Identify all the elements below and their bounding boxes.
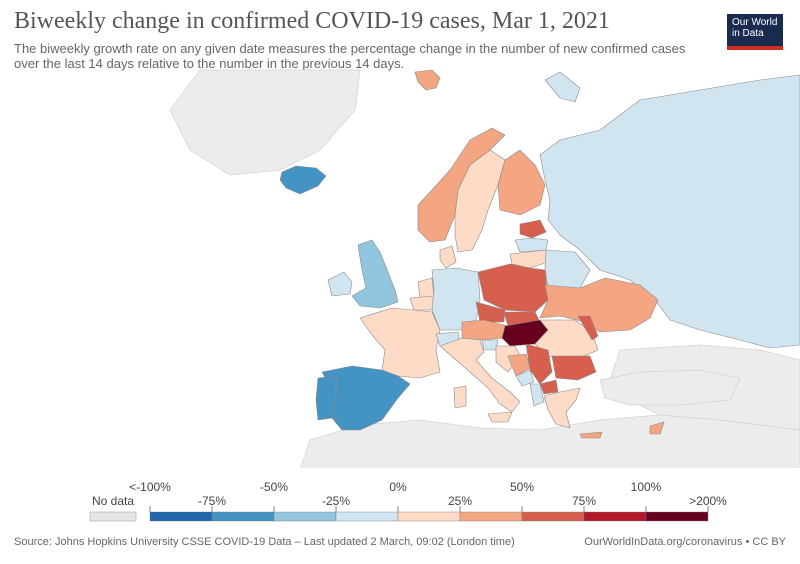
map-region-france[interactable] xyxy=(359,307,441,379)
legend-swatch-7 xyxy=(583,511,647,522)
map-legend: No data<-100% -75% -50% -25% 0% 25% 50% 75% 100%… xyxy=(89,480,727,522)
map-region-montenegro[interactable] xyxy=(515,369,535,387)
map-region-sardinia[interactable] xyxy=(453,385,467,409)
map-region-ukraine[interactable] xyxy=(539,277,659,333)
legend-threshold-label-2: -50% xyxy=(260,480,288,494)
legend-threshold-label-5: 25% xyxy=(448,494,472,508)
legend-swatch-4 xyxy=(397,511,461,522)
map-region-estonia[interactable] xyxy=(519,219,547,239)
legend-threshold-label-4: 0% xyxy=(389,480,407,494)
map-region-latvia[interactable] xyxy=(514,237,549,253)
legend-no-data-label: No data xyxy=(92,494,134,508)
map-region-greece[interactable] xyxy=(543,387,581,429)
map-region-iceland[interactable] xyxy=(279,165,327,195)
legend-threshold-label-8: 100% xyxy=(631,480,662,494)
map-region-slovenia[interactable] xyxy=(481,339,499,351)
legend-threshold-label-1: -75% xyxy=(198,494,226,508)
map-region-czechia[interactable] xyxy=(475,301,506,323)
map-region-portugal[interactable] xyxy=(315,375,337,421)
map-region-crete[interactable] xyxy=(579,431,603,439)
chart-title: Biweekly change in confirmed COVID-19 ca… xyxy=(14,8,610,34)
map-region-serbia[interactable] xyxy=(525,343,553,385)
chart-subtitle: The biweekly growth rate on any given da… xyxy=(14,41,686,71)
map-region-ireland[interactable] xyxy=(327,271,353,297)
map-region-moldova[interactable] xyxy=(577,315,599,341)
map-region-sweden[interactable] xyxy=(454,149,506,253)
map-region-bulgaria[interactable] xyxy=(551,355,597,381)
legend-swatch-6 xyxy=(521,511,585,522)
map-region-sicily[interactable] xyxy=(487,411,513,423)
map-region-finland[interactable] xyxy=(497,149,546,216)
map-region-cyprus[interactable] xyxy=(649,421,665,435)
legend-swatch-2 xyxy=(273,511,337,522)
map-region-belarus[interactable] xyxy=(544,249,591,289)
legend-threshold-label-3: -25% xyxy=(322,494,350,508)
owid-logo[interactable]: Our World in Data xyxy=(727,14,783,50)
source-note: Source: Johns Hopkins University CSSE CO… xyxy=(14,536,515,548)
map-region-russia[interactable] xyxy=(539,74,800,349)
legend-threshold-label-9: >200% xyxy=(689,494,727,508)
owid-link[interactable]: OurWorldInData.org/coronavirus • CC BY xyxy=(584,536,786,548)
map-region-united-kingdom[interactable] xyxy=(351,239,399,309)
logo-line-1: Our World xyxy=(732,17,778,28)
logo-line-2: in Data xyxy=(732,28,764,39)
map-region-novaya-zemlya[interactable] xyxy=(544,71,581,103)
map-region-svalbard[interactable] xyxy=(414,69,441,91)
map-region-germany[interactable] xyxy=(431,267,481,331)
legend-swatch-8 xyxy=(645,511,709,522)
greenland-region xyxy=(169,69,361,176)
map-region-netherlands[interactable] xyxy=(417,277,435,299)
north-africa-region xyxy=(300,414,800,468)
legend-swatch-1 xyxy=(211,511,275,522)
map-region-belgium[interactable] xyxy=(409,295,435,311)
legend-swatch-0 xyxy=(149,511,213,522)
turkey-region xyxy=(599,369,741,406)
map-region-north-macedonia[interactable] xyxy=(539,379,559,395)
map-region-italy[interactable] xyxy=(439,337,521,413)
map-region-albania[interactable] xyxy=(529,383,545,407)
map-region-austria[interactable] xyxy=(461,319,509,341)
map-region-poland[interactable] xyxy=(477,263,549,313)
legend-threshold-label-7: 75% xyxy=(572,494,596,508)
legend-threshold-label-0: <-100% xyxy=(129,480,171,494)
europe-map[interactable] xyxy=(0,68,800,468)
legend-swatch-3 xyxy=(335,511,399,522)
map-region-lithuania[interactable] xyxy=(509,249,549,269)
legend-no-data-swatch xyxy=(89,511,137,522)
map-region-denmark[interactable] xyxy=(439,245,457,269)
legend-threshold-label-6: 50% xyxy=(510,480,534,494)
legend-swatch-5 xyxy=(459,511,523,522)
